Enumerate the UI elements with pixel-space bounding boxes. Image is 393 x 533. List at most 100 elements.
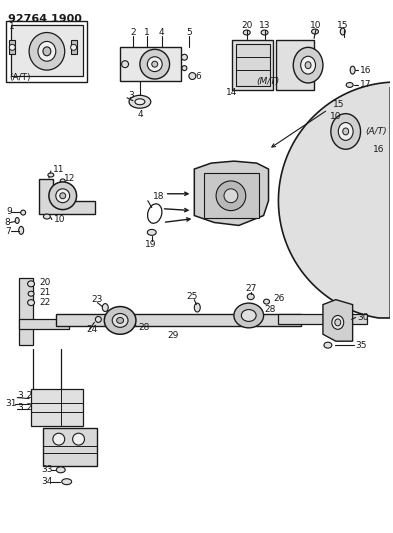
Text: 4: 4 (159, 28, 165, 37)
Text: 15: 15 (333, 100, 344, 109)
Text: 12: 12 (64, 174, 75, 183)
Text: 20: 20 (39, 278, 50, 287)
Ellipse shape (182, 66, 187, 70)
Ellipse shape (234, 303, 264, 328)
Polygon shape (323, 300, 353, 341)
Polygon shape (194, 161, 268, 225)
Text: 35: 35 (356, 341, 367, 350)
Ellipse shape (350, 66, 355, 74)
Ellipse shape (224, 189, 238, 203)
Bar (56, 314, 301, 326)
Ellipse shape (28, 291, 34, 296)
Text: 13: 13 (259, 21, 270, 30)
Bar (278, 314, 367, 325)
Ellipse shape (56, 467, 65, 473)
Text: 26: 26 (274, 294, 285, 303)
Text: (A/T): (A/T) (9, 72, 31, 82)
Text: 11: 11 (53, 165, 64, 174)
Ellipse shape (343, 128, 349, 135)
Ellipse shape (264, 299, 270, 304)
Ellipse shape (312, 29, 318, 34)
Ellipse shape (243, 30, 250, 35)
Ellipse shape (21, 210, 26, 215)
Bar (19, 278, 33, 345)
Ellipse shape (117, 318, 123, 324)
Ellipse shape (324, 342, 332, 348)
Text: (M/T): (M/T) (257, 77, 280, 86)
Ellipse shape (60, 193, 66, 199)
Text: 14: 14 (226, 88, 238, 98)
Bar (6, 21, 88, 82)
Ellipse shape (301, 56, 316, 74)
Text: 22: 22 (39, 298, 50, 307)
Bar (31, 389, 83, 426)
Ellipse shape (147, 229, 156, 236)
Ellipse shape (121, 61, 129, 68)
Bar (232, 41, 274, 90)
Text: 18: 18 (153, 192, 164, 201)
Bar (71, 41, 77, 54)
Ellipse shape (189, 72, 196, 79)
Text: 23: 23 (92, 295, 103, 304)
Bar (204, 173, 259, 217)
Ellipse shape (19, 227, 24, 235)
Ellipse shape (293, 47, 323, 83)
Circle shape (53, 433, 65, 445)
Text: 17: 17 (360, 80, 371, 90)
Ellipse shape (112, 313, 128, 327)
Ellipse shape (102, 304, 108, 311)
Ellipse shape (332, 316, 344, 329)
Text: 21: 21 (39, 288, 50, 297)
Text: 29: 29 (167, 331, 179, 340)
Ellipse shape (49, 182, 77, 209)
Text: 10: 10 (54, 215, 65, 224)
Text: 15: 15 (337, 21, 349, 30)
Ellipse shape (346, 83, 353, 87)
Ellipse shape (261, 30, 268, 35)
Ellipse shape (104, 306, 136, 334)
Text: 8: 8 (4, 218, 10, 227)
Ellipse shape (28, 300, 35, 305)
Text: 4: 4 (137, 110, 143, 119)
Text: 2: 2 (130, 28, 136, 37)
Ellipse shape (48, 173, 54, 177)
Text: 28: 28 (264, 305, 276, 314)
Ellipse shape (147, 56, 162, 71)
Text: 27: 27 (245, 284, 256, 293)
Bar (43, 428, 97, 466)
Text: 16: 16 (373, 145, 385, 154)
Ellipse shape (182, 54, 187, 60)
Bar (9, 41, 15, 54)
Ellipse shape (135, 99, 145, 105)
Text: 25: 25 (187, 292, 198, 301)
Text: 3 2: 3 2 (18, 391, 33, 400)
Ellipse shape (15, 217, 19, 223)
Ellipse shape (38, 42, 56, 61)
Bar (236, 44, 270, 86)
Polygon shape (278, 82, 393, 318)
Text: 7: 7 (6, 227, 11, 236)
Text: 3 2: 3 2 (18, 403, 33, 412)
Circle shape (9, 44, 15, 50)
Text: 3: 3 (128, 91, 134, 100)
Text: (A/T): (A/T) (365, 127, 387, 136)
Ellipse shape (365, 146, 370, 153)
Ellipse shape (216, 181, 246, 211)
Polygon shape (39, 179, 95, 214)
Text: 30: 30 (358, 313, 369, 322)
Text: 24: 24 (86, 325, 98, 334)
Bar (11, 25, 83, 76)
Ellipse shape (241, 310, 256, 321)
Ellipse shape (129, 95, 151, 108)
Bar (19, 319, 69, 329)
Bar (276, 41, 314, 90)
Text: 10: 10 (330, 112, 342, 121)
Ellipse shape (338, 123, 353, 140)
Ellipse shape (62, 479, 72, 484)
Ellipse shape (95, 317, 101, 322)
Text: 20: 20 (241, 21, 252, 30)
Ellipse shape (335, 319, 341, 326)
Ellipse shape (331, 114, 360, 149)
Text: 34: 34 (41, 477, 52, 486)
Bar (120, 47, 182, 81)
